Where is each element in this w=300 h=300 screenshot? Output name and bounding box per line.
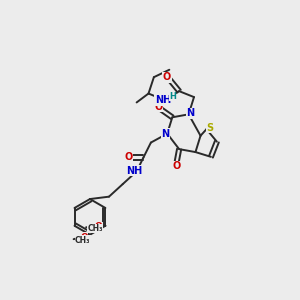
Text: CH₃: CH₃ — [75, 236, 91, 244]
Text: H: H — [169, 92, 176, 101]
Text: O: O — [80, 232, 88, 242]
Text: NH: NH — [155, 95, 171, 105]
Text: N: N — [161, 129, 169, 139]
Text: O: O — [94, 223, 102, 232]
Text: S: S — [206, 123, 214, 133]
Text: CH₃: CH₃ — [88, 224, 103, 233]
Text: NH: NH — [126, 166, 143, 176]
Text: O: O — [124, 152, 132, 161]
Text: O: O — [163, 72, 171, 82]
Text: O: O — [154, 102, 162, 112]
Text: N: N — [186, 108, 194, 118]
Text: O: O — [172, 161, 180, 171]
